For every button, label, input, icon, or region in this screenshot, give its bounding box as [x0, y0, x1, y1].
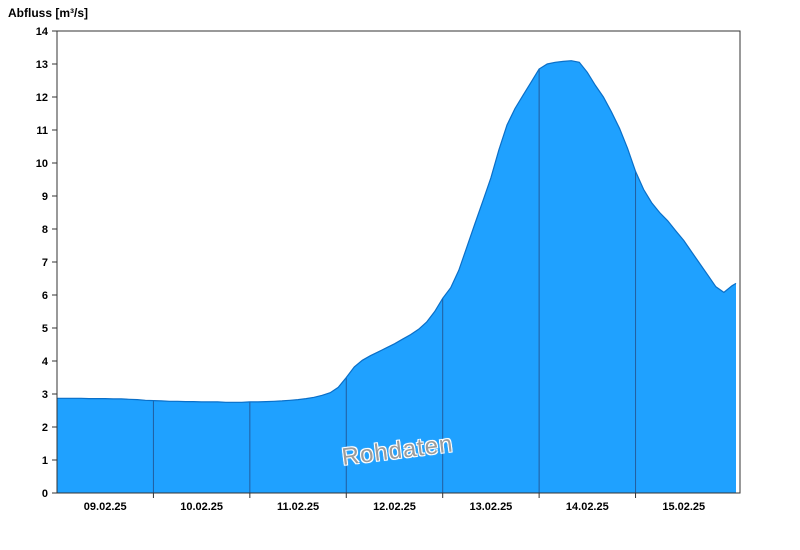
y-tick-label: 12: [36, 92, 48, 104]
x-tick-label: 14.02.25: [566, 501, 609, 513]
y-tick-label: 10: [36, 158, 48, 170]
x-tick-label: 10.02.25: [180, 501, 223, 513]
y-tick-label: 14: [36, 26, 49, 38]
y-tick-label: 9: [42, 191, 48, 203]
x-tick-label: 15.02.25: [662, 501, 705, 513]
chart-title: Abfluss [m³/s]: [8, 6, 89, 20]
y-tick-label: 13: [36, 59, 48, 71]
series-outline: [57, 60, 737, 403]
y-tick-label: 5: [42, 323, 48, 335]
x-tick-label: 09.02.25: [84, 501, 127, 513]
area-series: [57, 60, 736, 493]
y-tick-label: 6: [42, 290, 48, 302]
y-tick-label: 11: [36, 125, 48, 137]
y-tick-label: 4: [42, 356, 49, 368]
y-tick-label: 8: [42, 224, 48, 236]
x-tick-label: 12.02.25: [373, 501, 416, 513]
x-tick-label: 13.02.25: [469, 501, 512, 513]
y-tick-label: 2: [42, 422, 48, 434]
y-tick-label: 1: [42, 455, 48, 467]
y-tick-label: 3: [42, 389, 48, 401]
y-tick-label: 7: [42, 257, 48, 269]
x-tick-label: 11.02.25: [277, 501, 319, 513]
y-tick-label: 0: [42, 488, 48, 500]
